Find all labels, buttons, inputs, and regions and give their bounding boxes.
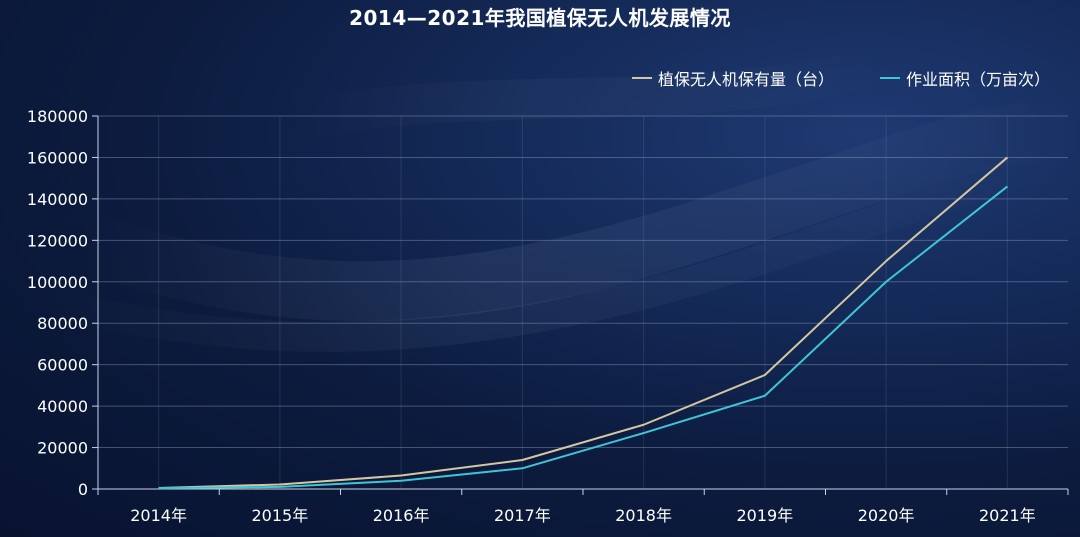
legend-swatch-holdings [631, 77, 652, 79]
y-tick-label: 20000 [37, 439, 88, 458]
legend-label-area: 作业面积（万亩次） [905, 70, 1050, 89]
x-tick-label: 2019年 [737, 506, 794, 525]
legend-swatch-area [879, 77, 900, 79]
y-tick-label: 160000 [27, 148, 88, 167]
legend-entry-area[interactable]: 作业面积（万亩次） [879, 66, 1050, 90]
chart-title: 2014—2021年我国植保无人机发展情况 [349, 6, 731, 30]
legend-label-holdings: 植保无人机保有量（台） [657, 70, 834, 89]
y-tick-label: 40000 [37, 397, 88, 416]
x-tick-label: 2020年 [858, 506, 915, 525]
y-tick-label: 140000 [27, 190, 88, 209]
series-line-area [158, 185, 1008, 490]
y-tick-label: 180000 [27, 107, 88, 126]
y-tick-label: 120000 [27, 231, 88, 250]
y-tick-label: 100000 [27, 273, 88, 292]
x-tick-label: 2017年 [494, 506, 551, 525]
legend-entry-holdings[interactable]: 植保无人机保有量（台） [631, 66, 834, 90]
x-tick-label: 2014年 [130, 506, 187, 525]
y-tick-label: 0 [78, 480, 88, 499]
x-tick-label: 2021年 [979, 506, 1036, 525]
x-tick-label: 2018年 [615, 506, 672, 525]
x-tick-label: 2016年 [373, 506, 430, 525]
y-tick-label: 60000 [37, 356, 88, 375]
x-tick-label: 2015年 [252, 506, 309, 525]
y-tick-label: 80000 [37, 314, 88, 333]
chart-legend: 植保无人机保有量（台） 作业面积（万亩次） [631, 66, 1050, 90]
series-line-holdings [158, 156, 1009, 489]
